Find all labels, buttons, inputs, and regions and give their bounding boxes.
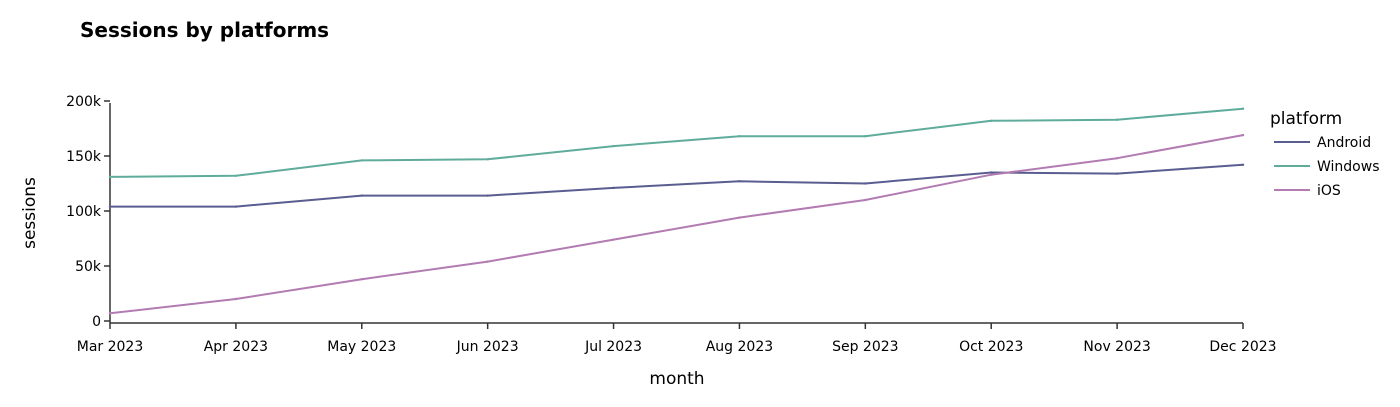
data-point-ios [108,312,112,315]
chart-title: Sessions by platforms [80,18,329,42]
legend: platform Android Windows iOS [1270,109,1380,199]
x-tick-label: Mar 2023 [77,339,144,355]
y-tick-label: 0 [92,314,101,330]
data-point-android [612,186,615,190]
data-point-ios [612,238,615,241]
x-tick-label: Jul 2023 [584,339,642,355]
legend-items: Android Windows iOS [1274,135,1380,199]
legend-label-android: Android [1317,135,1371,151]
data-point-android [864,182,867,185]
y-tick-label: 100k [66,204,102,220]
data-point-windows [108,175,112,179]
x-axis-title: month [649,369,704,389]
data-point-ios [486,260,489,263]
data-point-windows [990,119,993,123]
data-point-windows [234,174,238,177]
series-line-android [109,163,1244,208]
x-tick-label: May 2023 [327,339,396,355]
data-point-android [234,205,238,208]
data-point-windows [612,144,615,148]
data-point-android [990,171,993,174]
data-point-windows [1115,118,1119,121]
legend-title: platform [1270,109,1342,129]
x-tick-label: Oct 2023 [959,339,1023,355]
series-lines [108,107,1245,315]
data-point-ios [360,278,363,281]
data-point-android [738,180,741,183]
data-point-windows [360,159,363,162]
data-point-windows [738,135,741,138]
y-tick-label: 150k [66,149,102,165]
data-point-windows [1241,107,1245,110]
x-axis-ticks: Mar 2023 Apr 2023 May 2023 Jun 2023 Jul 2023… [77,323,1277,355]
plot-area: 0 50k 100k 150k 200k Mar 2023 Apr 2023 May 202… [66,94,1276,355]
series-line-ios [109,134,1244,315]
y-tick-label: 50k [75,259,102,275]
data-point-ios [864,198,867,202]
data-point-windows [486,158,489,161]
x-tick-label: Jun 2023 [456,339,519,355]
data-point-ios [1241,133,1245,137]
data-point-ios [1115,157,1119,160]
x-tick-label: Aug 2023 [706,339,773,355]
data-point-windows [864,135,867,138]
data-point-ios [990,173,993,176]
y-axis-ticks: 0 50k 100k 150k 200k [66,94,110,330]
y-axis-title: sessions [20,177,40,249]
legend-label-windows: Windows [1317,159,1380,175]
data-point-android [1241,163,1245,166]
data-point-android [1115,172,1119,175]
data-point-android [360,194,363,197]
x-tick-label: Sep 2023 [832,339,898,355]
series-line-windows [109,107,1244,178]
legend-label-ios: iOS [1317,183,1341,199]
data-point-android [108,205,112,208]
data-point-ios [234,297,238,301]
y-tick-label: 200k [66,94,102,110]
data-point-ios [738,216,741,219]
data-point-android [486,194,489,197]
x-tick-label: Apr 2023 [204,339,268,355]
x-tick-label: Dec 2023 [1209,339,1276,355]
x-tick-label: Nov 2023 [1083,339,1150,355]
